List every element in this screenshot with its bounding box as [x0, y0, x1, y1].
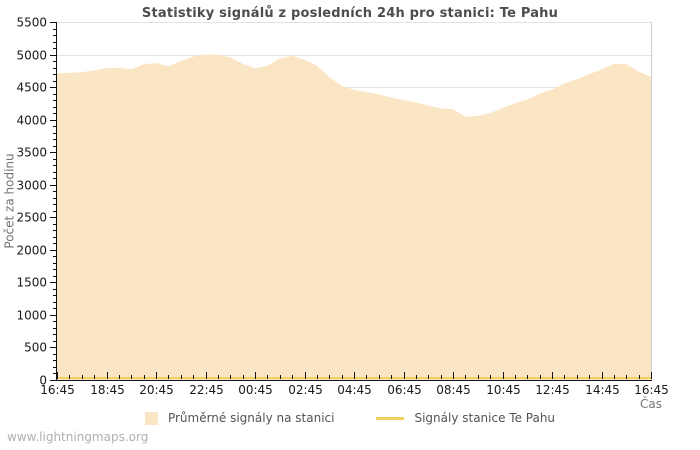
y-tick-label: 4500 — [16, 81, 47, 95]
x-tick-label: 08:45 — [436, 383, 471, 397]
x-tick-label: 20:45 — [139, 383, 174, 397]
x-tick-label: 16:45 — [634, 383, 669, 397]
legend-item-station: Signály stanice Te Pahu — [376, 411, 555, 425]
y-tick-label: 2500 — [16, 211, 47, 225]
y-tick-label: 2000 — [16, 244, 47, 258]
average-signals-area — [57, 54, 651, 380]
y-tick-label: 500 — [24, 341, 47, 355]
y-tick-label: 1000 — [16, 309, 47, 323]
y-tick-label: 5000 — [16, 49, 47, 63]
x-tick-label: 10:45 — [486, 383, 521, 397]
x-tick-label: 04:45 — [337, 383, 372, 397]
y-tick-label: 3500 — [16, 146, 47, 160]
watermark: www.lightningmaps.org — [7, 430, 149, 444]
x-tick-label: 12:45 — [535, 383, 570, 397]
x-tick-label: 00:45 — [238, 383, 273, 397]
legend-area-swatch — [144, 411, 158, 425]
y-axis-title-wrap: Počet za hodinu — [2, 22, 18, 380]
legend: Průměrné signály na stanici Signály stan… — [0, 411, 700, 425]
x-tick-label: 22:45 — [189, 383, 224, 397]
legend-area-label: Průměrné signály na stanici — [167, 411, 335, 425]
y-tick-label: 1500 — [16, 276, 47, 290]
x-tick-label: 14:45 — [585, 383, 620, 397]
y-tick-label: 3000 — [16, 179, 47, 193]
x-tick-label: 16:45 — [40, 383, 75, 397]
legend-item-average: Průměrné signály na stanici — [144, 411, 335, 425]
x-tick-label: 18:45 — [90, 383, 125, 397]
chart-title: Statistiky signálů z posledních 24h pro … — [141, 6, 559, 21]
x-tick-label: 06:45 — [387, 383, 422, 397]
legend-line-swatch — [376, 416, 405, 420]
x-axis-title: Čas — [640, 397, 662, 411]
x-tick-label: 02:45 — [288, 383, 323, 397]
legend-line-label: Signály stanice Te Pahu — [414, 411, 556, 425]
y-tick-label: 4000 — [16, 114, 47, 128]
y-axis-title: Počet za hodinu — [3, 153, 18, 249]
y-tick-label: 0 — [39, 374, 47, 388]
y-tick-label: 5500 — [16, 16, 47, 30]
